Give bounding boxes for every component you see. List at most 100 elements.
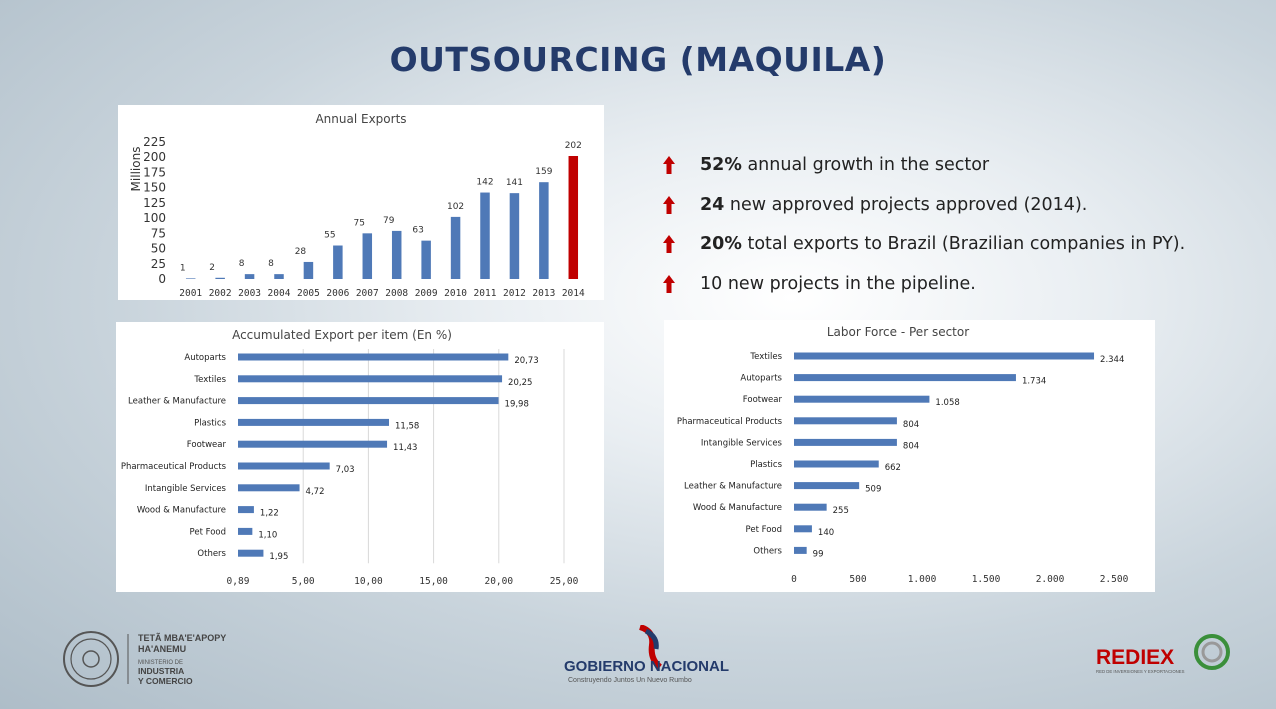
ministry-line2: HA'ANEMU	[138, 644, 186, 654]
up-arrow-icon	[663, 275, 675, 293]
data-label: 28	[295, 247, 307, 257]
chart-title: Annual Exports	[315, 112, 406, 126]
category-label: Pet Food	[190, 527, 226, 537]
y-tick-label: 0	[158, 272, 166, 286]
category-label: Pet Food	[746, 525, 782, 535]
x-tick-label: 0	[791, 574, 797, 585]
category-label: Textiles	[193, 375, 226, 385]
gobierno-nacional-logo: GOBIERNO NACIONAL Construyendo Juntos Un…	[564, 625, 729, 684]
data-label: 99	[813, 549, 824, 559]
bar	[794, 482, 860, 490]
x-tick-label: 2012	[503, 288, 526, 299]
y-tick-label: 25	[151, 257, 166, 271]
data-label: 11,43	[393, 443, 417, 453]
x-tick-label: 1.000	[908, 574, 937, 585]
category-label: Plastics	[750, 460, 782, 470]
y-tick-label: 225	[143, 135, 166, 149]
y-tick-label: 150	[143, 181, 166, 195]
bar	[238, 418, 390, 426]
bar	[480, 192, 490, 279]
data-label: 1,22	[260, 509, 279, 519]
category-label: Intangible Services	[701, 438, 783, 448]
data-label: 202	[565, 141, 582, 151]
x-tick-label: 2002	[209, 288, 232, 299]
bar	[185, 278, 196, 279]
category-label: Textiles	[749, 352, 782, 362]
category-label: Wood & Manufacture	[693, 503, 782, 513]
bar	[238, 549, 264, 557]
bar	[794, 352, 1095, 360]
data-label: 20,73	[514, 356, 538, 366]
bar	[274, 274, 284, 279]
bar	[303, 261, 314, 279]
data-label: 1.734	[1022, 377, 1046, 387]
data-label: 2	[209, 263, 215, 273]
annual-exports-svg: Annual ExportsMillions225200175150125100…	[129, 112, 585, 299]
bar	[794, 503, 827, 511]
data-label: 75	[354, 218, 365, 228]
data-label: 63	[412, 226, 423, 236]
x-tick-label: 2014	[562, 288, 585, 299]
data-label: 79	[383, 216, 395, 226]
x-tick-label: 2005	[297, 288, 320, 299]
bar	[450, 216, 461, 279]
data-label: 7,03	[336, 465, 355, 475]
ministry-line1: TETÃ MBA'E'APOPY	[138, 633, 226, 643]
bar	[333, 245, 343, 279]
bar	[794, 525, 812, 533]
y-axis-label: Millions	[129, 147, 143, 192]
data-label: 662	[885, 463, 901, 473]
x-tick-label: 2001	[179, 288, 202, 299]
data-label: 19,98	[505, 400, 529, 410]
bar	[238, 375, 503, 383]
bar	[568, 156, 579, 279]
category-label: Others	[753, 546, 782, 556]
x-tick-label: 2004	[268, 288, 291, 299]
highlight-item: 52% annual growth in the sector	[662, 150, 989, 180]
bar	[215, 277, 225, 279]
data-label: 1	[180, 263, 186, 273]
bar	[238, 353, 509, 361]
bar	[794, 546, 807, 554]
y-tick-label: 175	[143, 165, 166, 179]
data-label: 159	[535, 167, 552, 177]
highlight-text: 24 new approved projects approved (2014)…	[700, 195, 1088, 215]
bar	[794, 460, 879, 468]
bar	[794, 395, 930, 403]
bar	[539, 182, 549, 279]
highlight-item: 10 new projects in the pipeline.	[662, 269, 976, 299]
category-label: Wood & Manufacture	[137, 506, 226, 516]
y-tick-label: 50	[151, 242, 166, 256]
bar	[238, 397, 499, 405]
bar	[794, 417, 897, 425]
x-tick-label: 10,00	[354, 576, 383, 587]
x-tick-label: 0,89	[227, 576, 250, 587]
data-label: 20,25	[508, 378, 532, 388]
data-label: 8	[239, 259, 245, 269]
rediex-name: REDIEX	[1096, 646, 1174, 669]
x-tick-label: 15,00	[419, 576, 448, 587]
category-label: Footwear	[187, 440, 227, 450]
bar	[362, 233, 373, 279]
y-tick-label: 100	[143, 211, 166, 225]
rediex-tagline: RED DE INVERSIONES Y EXPORTACIONES	[1096, 669, 1185, 674]
x-tick-label: 500	[849, 574, 866, 585]
bar	[244, 274, 255, 279]
data-label: 102	[447, 202, 464, 212]
chart-title: Accumulated Export per item (En %)	[232, 328, 452, 342]
labor-force-chart: Labor Force - Per sector 0 500 1.000 1.500 2.…	[664, 320, 1155, 592]
highlight-text: 20% total exports to Brazil (Brazilian c…	[700, 234, 1186, 254]
y-tick-label: 75	[151, 226, 166, 240]
data-label: 509	[865, 485, 881, 495]
gobierno-nacional-tagline: Construyendo Juntos Un Nuevo Rumbo	[568, 677, 692, 684]
bar	[509, 193, 520, 279]
x-tick-label: 20,00	[484, 576, 513, 587]
accumulated-export-svg: Accumulated Export per item (En %) 0,89 5,…	[121, 328, 579, 587]
x-tick-label: 2003	[238, 288, 261, 299]
up-arrow-icon	[663, 235, 675, 253]
up-arrow-icon	[663, 196, 675, 214]
data-label: 1,95	[269, 552, 288, 562]
category-label: Autoparts	[740, 374, 782, 384]
highlight-item: 24 new approved projects approved (2014)…	[662, 190, 1087, 220]
bar	[238, 462, 330, 470]
